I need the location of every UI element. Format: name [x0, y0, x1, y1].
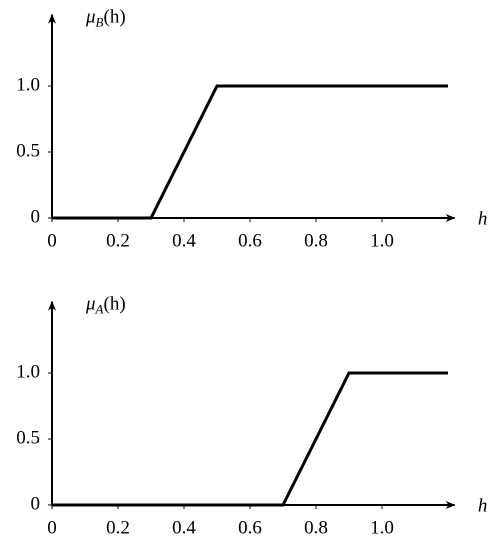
- y-label-rest: (h): [104, 294, 126, 315]
- x-axis-label: h: [478, 495, 488, 516]
- y-tick-label: 0.5: [16, 427, 40, 448]
- y-tick-label: 1.0: [16, 361, 40, 382]
- x-tick-label: 0.8: [304, 230, 328, 251]
- y-tick-label: 0.5: [16, 140, 40, 161]
- x-tick-label: 1.0: [370, 230, 394, 251]
- y-axis-label: μA(h): [85, 294, 126, 317]
- y-label-symbol: μ: [85, 294, 96, 315]
- line: [52, 84, 448, 220]
- x-tick-label: 0: [47, 517, 57, 538]
- y-axis-label: μB(h): [85, 7, 126, 30]
- x-tick-label: 0.6: [238, 230, 262, 251]
- x-axis-label: h: [478, 208, 488, 229]
- y-label-subscript: A: [95, 302, 104, 317]
- x-tick-label: 0.4: [172, 517, 196, 538]
- y-tick-label: 0: [31, 493, 41, 514]
- y-label-rest: (h): [104, 7, 126, 28]
- x-tick-label: 0: [47, 230, 57, 251]
- x-tick-label: 0.8: [304, 517, 328, 538]
- line: [52, 371, 448, 507]
- x-tick-label: 0.2: [106, 230, 130, 251]
- y-label-subscript: B: [96, 15, 104, 30]
- chart: 0 0.2 0.4 0.6 0.8 1.0 0 0.5 1.0 h μA(h): [16, 294, 487, 538]
- x-tick-label: 0.6: [238, 517, 262, 538]
- x-tick-label: 0.4: [172, 230, 196, 251]
- x-tick-label: 0.2: [106, 517, 130, 538]
- y-tick-label: 1.0: [16, 74, 40, 95]
- y-label-symbol: μ: [85, 7, 96, 28]
- y-tick-label: 0: [31, 206, 41, 227]
- x-tick-label: 1.0: [370, 517, 394, 538]
- chart: 0 0.2 0.4 0.6 0.8 1.0 0 0.5 1.0 h μB(h): [16, 7, 487, 251]
